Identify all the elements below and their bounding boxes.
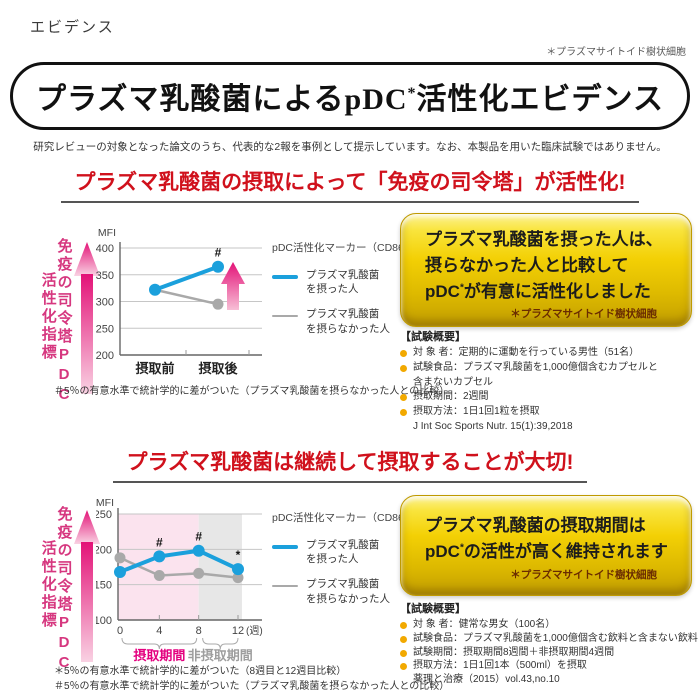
- svg-text:#: #: [195, 530, 202, 544]
- legend-entry-no-intake: プラズマ乳酸菌 を摂らなかった人: [272, 577, 404, 605]
- svg-text:12: 12: [232, 625, 244, 637]
- section2-study-summary: 【試験概要】 対 象 者：健常な男女（100名） 試験食品：プラズマ乳酸菌を1,…: [400, 600, 698, 688]
- chart2-legend: pDC活性化マーカー（CD86） プラズマ乳酸菌 を摂った人 プラズマ乳酸菌 を…: [272, 510, 415, 617]
- chart1-footnote: ＃5％の有意水準で統計学的に差がついた（プラズマ乳酸菌を摂らなかった人との比較）: [54, 386, 450, 397]
- svg-text:MFI: MFI: [98, 227, 116, 239]
- summary-item: 摂取方法：1日1回1本（500ml）を摂取: [400, 660, 698, 673]
- summary-item: 試験期間：摂取期間8週間＋非摂取期間4週間: [400, 647, 698, 660]
- highlight-line: プラズマ乳酸菌を摂った人は、: [425, 230, 663, 249]
- bullet-icon: [400, 394, 407, 402]
- svg-text:8: 8: [196, 625, 202, 637]
- legend-entry-intake: プラズマ乳酸菌 を摂った人: [272, 538, 404, 566]
- highlight-box-note: ＊プラズマサイトイド樹状細胞: [510, 308, 657, 321]
- chart-pdc-activation-before-after: 200 250 300 350 400 MFI 摂取前 摂取後 #: [96, 227, 262, 376]
- svg-text:200: 200: [96, 350, 114, 362]
- legend-title: pDC活性化マーカー（CD86）: [272, 512, 415, 524]
- summary-item: 摂取方法：1日1回1粒を摂取: [400, 406, 698, 419]
- blue-line-swatch: [272, 545, 298, 549]
- bullet-icon: [400, 350, 407, 357]
- section1-heading: プラズマ乳酸菌の摂取によって「免疫の司令塔」が活性化!: [0, 166, 700, 203]
- bottom-footnote-hash: ＃5％の有意水準で統計学的に差がついた（プラズマ乳酸菌を摂らなかった人との比較）: [54, 681, 450, 692]
- gray-line-swatch: [272, 315, 298, 318]
- svg-text:摂取前: 摂取前: [135, 361, 174, 376]
- section1-study-summary: 【試験概要】 対 象 者：定期的に運動を行っている男性（51名） 試験食品：プラ…: [400, 328, 698, 436]
- svg-text:100: 100: [96, 615, 112, 627]
- summary-item: 試験食品：プラズマ乳酸菌を1,000億個含む飲料と含まない飲料: [400, 633, 698, 646]
- top-asterisk-note: ＊プラズマサイトイド樹状細胞: [546, 47, 686, 58]
- svg-text:350: 350: [96, 270, 114, 282]
- page-label: エビデンス: [30, 19, 115, 36]
- legend-title: pDC活性化マーカー（CD86）: [272, 242, 415, 254]
- section2-highlight-box: プラズマ乳酸菌の摂取期間は pDC*の活性が高く維持されます ＊プラズマサイトイ…: [400, 495, 692, 596]
- section2-y-axis-concept-label: 免疫の司令塔PDC 活性化指標: [40, 506, 101, 674]
- svg-text:250: 250: [96, 323, 114, 335]
- vertical-label-text: 免疫の司令塔PDC 活性化指標: [39, 238, 73, 406]
- highlight-line: pDC*の活性が高く維持されます: [425, 541, 668, 561]
- svg-text:非摂取期間: 非摂取期間: [188, 648, 253, 663]
- increase-arrow-icon: [73, 510, 100, 662]
- summary-item: 試験食品：プラズマ乳酸菌を1,000億個含むカプセルと: [400, 362, 698, 375]
- svg-text:*: *: [236, 548, 241, 562]
- bullet-icon: [400, 622, 407, 629]
- summary-title: 【試験概要】: [400, 603, 466, 615]
- summary-item: 対 象 者：定期的に運動を行っている男性（51名）: [400, 347, 698, 360]
- svg-text:#: #: [156, 535, 163, 549]
- section1-y-axis-concept-label: 免疫の司令塔PDC 活性化指標: [40, 238, 101, 406]
- svg-text:MFI: MFI: [96, 497, 114, 509]
- vertical-label-text: 免疫の司令塔PDC 活性化指標: [39, 506, 73, 674]
- svg-text:200: 200: [96, 544, 112, 556]
- highlight-box-note: ＊プラズマサイトイド樹状細胞: [510, 568, 657, 581]
- summary-title: 【試験概要】: [400, 331, 466, 343]
- section2-heading: プラズマ乳酸菌は継続して摂取することが大切!: [0, 446, 700, 483]
- bullet-icon: [400, 364, 407, 372]
- svg-text:400: 400: [96, 243, 114, 255]
- highlight-line: プラズマ乳酸菌の摂取期間は: [425, 516, 646, 535]
- highlight-line: 摂らなかった人と比較して: [425, 255, 629, 275]
- svg-text:#: #: [215, 246, 222, 260]
- summary-citation: J Int Soc Sports Nutr. 15(1):39,2018: [413, 420, 573, 432]
- gray-line-swatch: [272, 585, 298, 588]
- legend-entry-no-intake: プラズマ乳酸菌 を摂らなかった人: [272, 307, 404, 335]
- svg-text:0: 0: [117, 625, 123, 637]
- bullet-icon: [400, 649, 407, 657]
- highlight-line: pDC*が有意に活性化しました: [425, 281, 651, 301]
- bullet-icon: [400, 409, 407, 417]
- blue-line-swatch: [272, 275, 298, 279]
- bottom-footnote-asterisk: ＊5％の有意水準で統計学的に差がついた（8週目と12週目比較）: [54, 666, 347, 677]
- section1-highlight-box: プラズマ乳酸菌を摂った人は、 摂らなかった人と比較して pDC*が有意に活性化し…: [400, 213, 692, 327]
- main-title-box: プラズマ乳酸菌によるpDC*活性化エビデンス: [10, 62, 690, 130]
- svg-text:4: 4: [156, 625, 162, 637]
- svg-text:摂取期間: 摂取期間: [133, 648, 185, 663]
- legend-entry-intake: プラズマ乳酸菌 を摂った人: [272, 268, 404, 296]
- increase-arrow-icon: [73, 242, 100, 394]
- svg-text:摂取後: 摂取後: [198, 361, 238, 376]
- bullet-icon: [400, 635, 407, 643]
- summary-item: 摂取期間：2週間: [400, 391, 698, 404]
- chart1-legend: pDC活性化マーカー（CD86） プラズマ乳酸菌 を摂った人 プラズマ乳酸菌 を…: [272, 240, 415, 347]
- page-title: プラズマ乳酸菌によるpDC*活性化エビデンス: [36, 83, 664, 116]
- svg-text:150: 150: [96, 580, 112, 592]
- svg-text:(週): (週): [246, 625, 263, 637]
- svg-text:300: 300: [96, 297, 114, 309]
- summary-citation: 薬理と治療（2015）vol.43,no.10: [413, 674, 560, 686]
- disclaimer-text: 研究レビューの対象となった論文のうち、代表的な2報を事例として提示しています。な…: [33, 141, 667, 153]
- summary-item: 対 象 者：健常な男女（100名）: [400, 619, 698, 632]
- summary-item-continuation: 含まないカプセル: [413, 376, 493, 388]
- bullet-icon: [400, 663, 407, 671]
- title-asterisk: *: [407, 85, 417, 102]
- svg-text:250: 250: [96, 509, 112, 521]
